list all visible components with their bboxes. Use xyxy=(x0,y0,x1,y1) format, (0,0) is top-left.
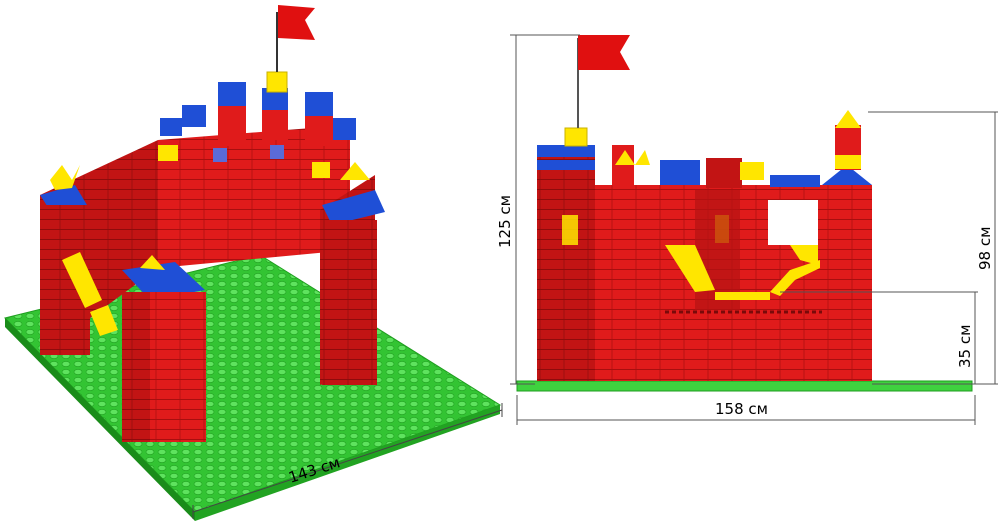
flag-front xyxy=(578,35,630,70)
flag xyxy=(278,5,315,40)
dimension-label-125: 125 см xyxy=(496,195,514,248)
window-opening xyxy=(768,200,818,245)
castle-front-view: 125 см 158 см 98 см 35 см xyxy=(496,34,998,425)
dimension-label-35: 35 см xyxy=(956,325,974,368)
green-base-strip xyxy=(516,380,973,392)
castle-3d-view: 143 см xyxy=(4,5,503,521)
back-wall xyxy=(158,125,350,268)
dimension-line-width xyxy=(192,409,503,513)
back-battlements xyxy=(160,82,356,146)
dimension-label-98: 98 см xyxy=(976,227,994,270)
right-tower xyxy=(322,190,385,225)
front-tower xyxy=(122,262,205,300)
dimension-label-158: 158 см xyxy=(715,400,768,418)
